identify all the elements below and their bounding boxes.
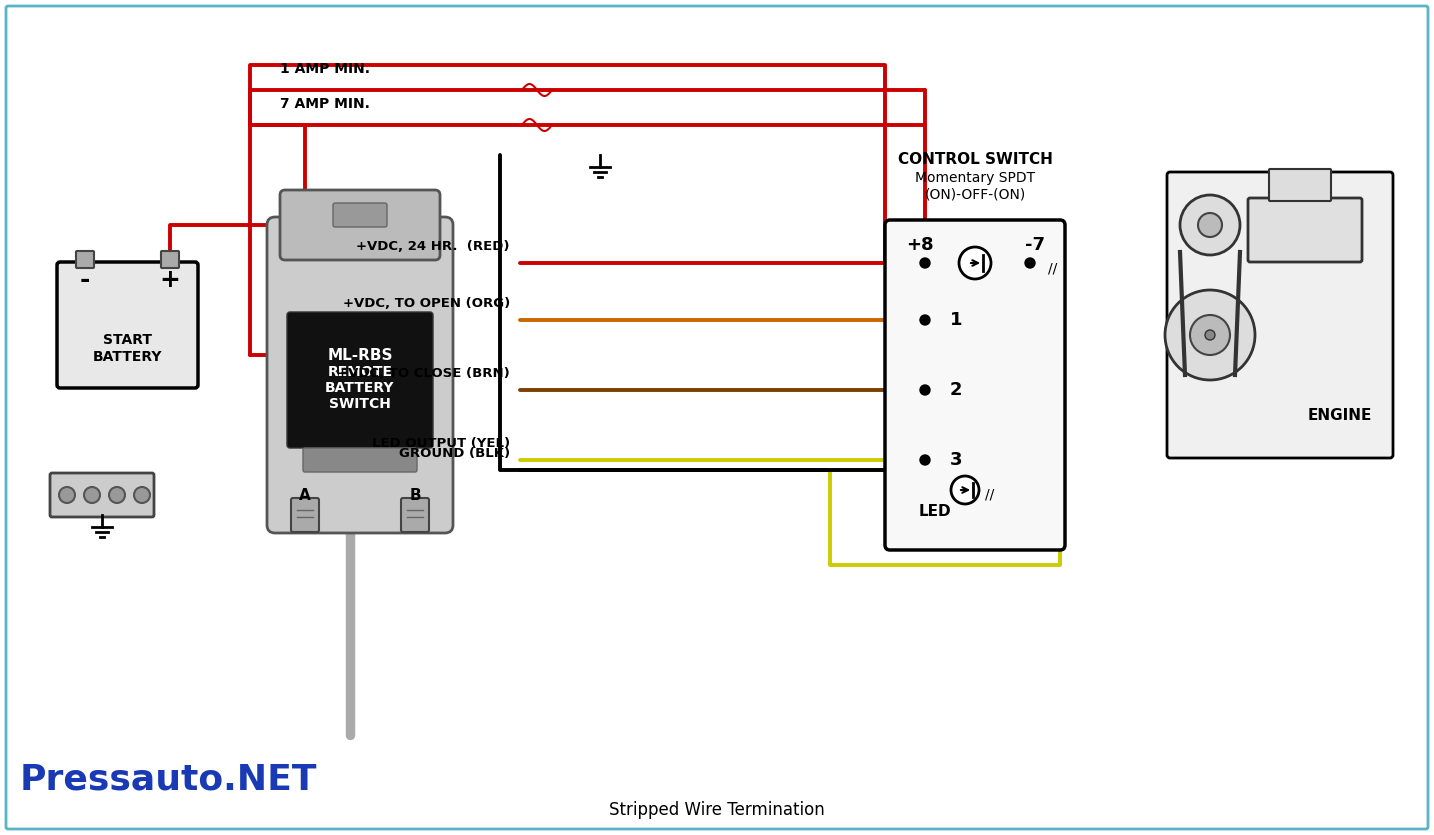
Text: +VDC, 24 HR.  (RED): +VDC, 24 HR. (RED) (357, 240, 511, 253)
Circle shape (921, 315, 931, 325)
FancyBboxPatch shape (1269, 169, 1331, 201)
Circle shape (1164, 290, 1255, 380)
Text: //: // (1048, 261, 1057, 275)
FancyBboxPatch shape (1167, 172, 1392, 458)
Circle shape (59, 487, 75, 503)
Text: ENGINE: ENGINE (1308, 407, 1372, 423)
Text: +: + (159, 268, 181, 292)
FancyBboxPatch shape (280, 190, 440, 260)
Circle shape (85, 487, 100, 503)
Text: ML-RBS: ML-RBS (327, 347, 393, 362)
Circle shape (1190, 315, 1230, 355)
FancyBboxPatch shape (76, 251, 95, 268)
FancyBboxPatch shape (50, 473, 153, 517)
Text: A: A (300, 488, 311, 503)
Text: BATTERY: BATTERY (93, 350, 162, 364)
Circle shape (951, 476, 979, 504)
Circle shape (1197, 213, 1222, 237)
Text: -: - (80, 268, 90, 292)
Text: Momentary SPDT: Momentary SPDT (915, 171, 1035, 185)
FancyBboxPatch shape (885, 220, 1065, 550)
FancyBboxPatch shape (57, 262, 198, 388)
FancyBboxPatch shape (6, 6, 1428, 829)
Text: +8: +8 (906, 236, 934, 254)
FancyBboxPatch shape (333, 203, 387, 227)
Circle shape (109, 487, 125, 503)
Text: +VDC, TO CLOSE (BRN): +VDC, TO CLOSE (BRN) (337, 367, 511, 380)
Text: GROUND (BLK): GROUND (BLK) (399, 447, 511, 460)
Text: CONTROL SWITCH: CONTROL SWITCH (898, 153, 1053, 168)
Text: //: // (985, 488, 994, 502)
Text: 7 AMP MIN.: 7 AMP MIN. (280, 97, 370, 111)
Text: LED OUTPUT (YEL): LED OUTPUT (YEL) (371, 437, 511, 450)
Text: 3: 3 (949, 451, 962, 469)
Text: -7: -7 (1025, 236, 1045, 254)
Text: START: START (103, 333, 152, 347)
Text: Pressauto.NET: Pressauto.NET (20, 763, 317, 797)
Circle shape (921, 258, 931, 268)
FancyBboxPatch shape (161, 251, 179, 268)
Text: B: B (409, 488, 420, 503)
Text: SWITCH: SWITCH (328, 397, 391, 411)
Text: REMOTE: REMOTE (327, 365, 393, 379)
Circle shape (1205, 330, 1215, 340)
Text: Stripped Wire Termination: Stripped Wire Termination (609, 801, 825, 819)
Circle shape (921, 385, 931, 395)
FancyBboxPatch shape (291, 498, 318, 532)
Text: 1 AMP MIN.: 1 AMP MIN. (280, 62, 370, 76)
FancyBboxPatch shape (1248, 198, 1362, 262)
FancyBboxPatch shape (303, 448, 417, 472)
FancyBboxPatch shape (267, 217, 453, 533)
Circle shape (921, 455, 931, 465)
Text: LED: LED (919, 504, 951, 519)
FancyBboxPatch shape (402, 498, 429, 532)
Text: 1: 1 (949, 311, 962, 329)
Circle shape (1025, 258, 1035, 268)
Text: (ON)-OFF-(ON): (ON)-OFF-(ON) (925, 188, 1025, 202)
Text: +VDC, TO OPEN (ORG): +VDC, TO OPEN (ORG) (343, 297, 511, 310)
FancyBboxPatch shape (287, 312, 433, 448)
Text: 2: 2 (949, 381, 962, 399)
Text: BATTERY: BATTERY (326, 381, 394, 395)
Circle shape (959, 247, 991, 279)
Circle shape (133, 487, 151, 503)
Circle shape (1180, 195, 1240, 255)
